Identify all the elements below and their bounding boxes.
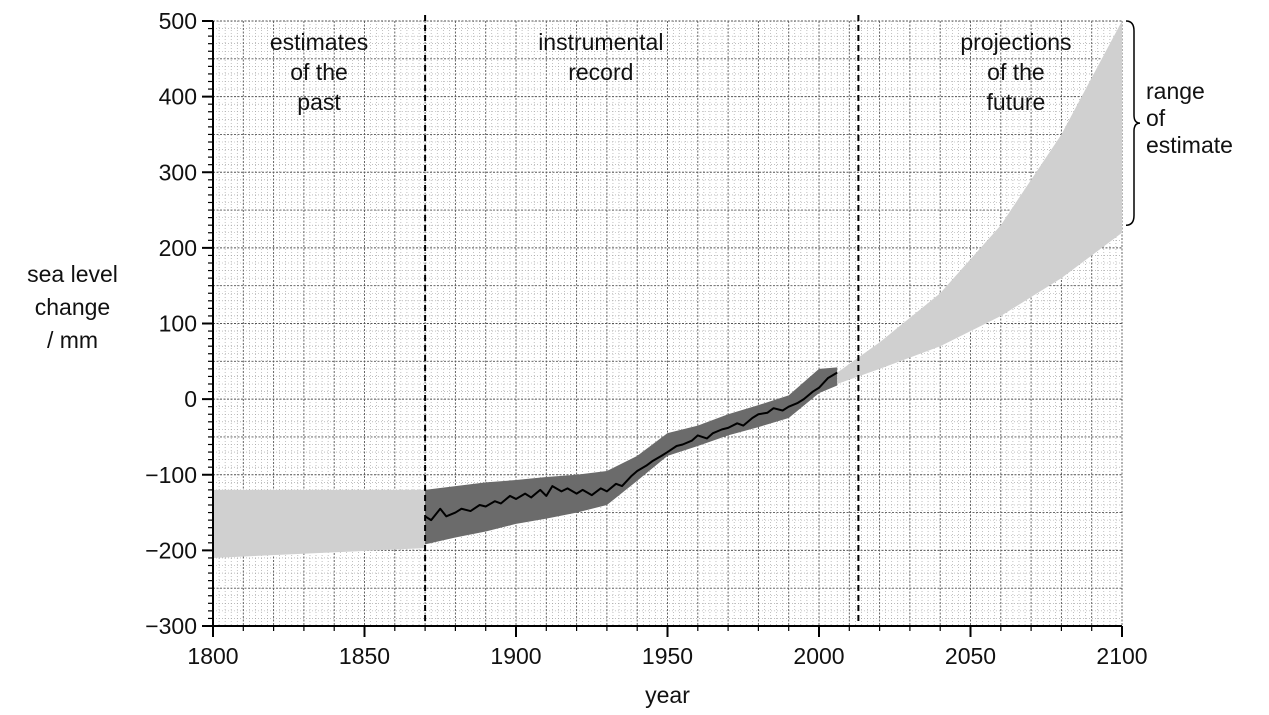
x-tick-label: 2100	[1096, 643, 1147, 669]
region-label-2: instrumental	[538, 29, 663, 55]
estimates-of-the-past-band	[213, 489, 426, 558]
x-tick-label: 2000	[793, 643, 844, 669]
y-axis-label-line-3: / mm	[46, 327, 99, 353]
data-lines	[424, 371, 838, 522]
y-tick-label: 300	[159, 159, 197, 185]
y-tick-label: −200	[145, 537, 197, 563]
x-tick-label: 1800	[187, 643, 238, 669]
instrumental-record-uncertainty-band	[425, 367, 838, 545]
x-axis-title: year	[645, 682, 690, 708]
region-label-1: of the	[290, 59, 348, 85]
region-label-1: past	[297, 89, 341, 115]
region-label-3: of the	[987, 59, 1045, 85]
range-of-estimate-label: of	[1146, 105, 1166, 131]
region-dividers	[424, 15, 860, 626]
y-tick-label: 400	[159, 84, 197, 110]
y-tick-label: 500	[159, 8, 197, 34]
x-tick-label: 1850	[339, 643, 390, 669]
range-brace	[1125, 20, 1141, 226]
y-tick-label: 200	[159, 235, 197, 261]
region-label-2: record	[568, 59, 633, 85]
x-tick-label: 1900	[490, 643, 541, 669]
range-of-estimate-label: estimate	[1146, 132, 1233, 158]
data-bands	[213, 21, 1122, 558]
instrumental-record-line	[424, 371, 838, 522]
y-axis-label-line-2: change	[34, 294, 111, 320]
region-label-1: estimates	[270, 29, 368, 55]
y-tick-label: 100	[159, 311, 197, 337]
region-label-3: projections	[960, 29, 1071, 55]
y-axis-label-line-1: sea level	[27, 261, 118, 287]
x-tick-label: 1950	[642, 643, 693, 669]
y-tick-label: −100	[145, 462, 197, 488]
labels: −300 −200 −100 0 100 200 300 400 500 1800 1850 1900…	[145, 8, 1233, 708]
projections-of-the-future-band	[837, 21, 1122, 384]
range-of-estimate-label: range	[1146, 78, 1205, 104]
y-tick-label: 0	[184, 386, 197, 412]
x-tick-label: 2050	[945, 643, 996, 669]
region-label-3: future	[987, 89, 1046, 115]
y-tick-label: −300	[145, 613, 197, 639]
axes	[202, 20, 1123, 637]
